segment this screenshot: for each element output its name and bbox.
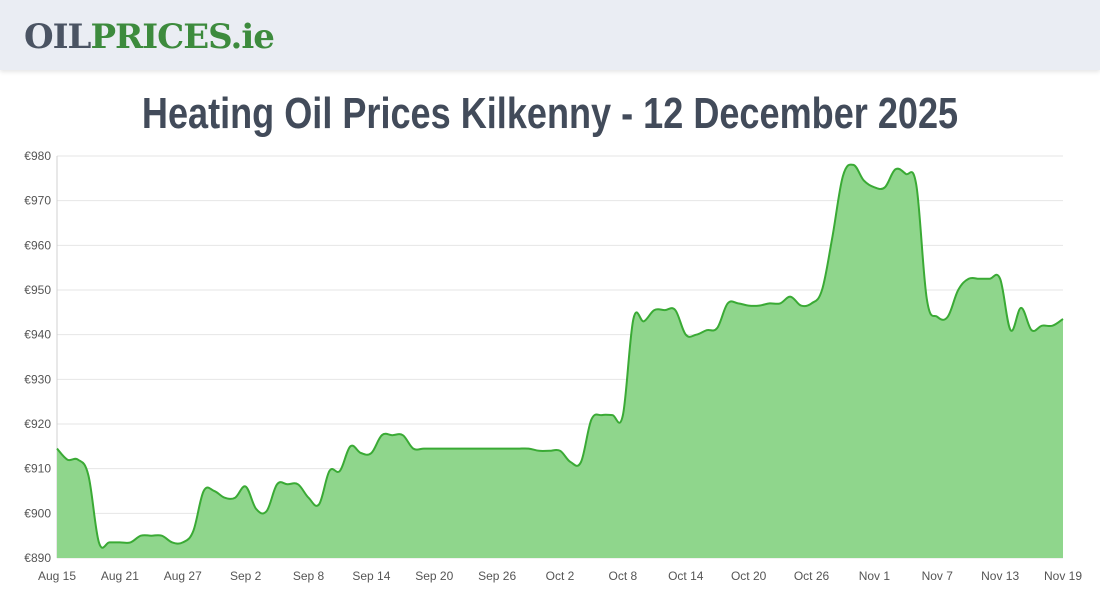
x-tick-label: Oct 26 xyxy=(794,569,830,583)
x-tick-label: Sep 2 xyxy=(230,569,262,583)
top-header-bar: OILPRICES.ie xyxy=(0,0,1100,70)
price-area-chart: €890 €900 €910 €920 €930 €940 €950 €960 €970 €980… xyxy=(24,149,1082,583)
x-tick-label: Oct 8 xyxy=(609,569,638,583)
x-tick-label: Sep 8 xyxy=(293,569,325,583)
x-tick-label: Aug 21 xyxy=(101,569,139,583)
y-tick-label: €900 xyxy=(24,506,51,520)
logo-prices-text: PRICES xyxy=(90,17,231,57)
y-tick-label: €910 xyxy=(24,462,51,476)
page-title: Heating Oil Prices Kilkenny - 12 Decembe… xyxy=(141,89,959,138)
price-line xyxy=(56,163,1064,549)
x-tick-label: Nov 19 xyxy=(1044,569,1082,583)
y-tick-label: €920 xyxy=(24,417,51,431)
y-tick-label: €940 xyxy=(24,328,51,342)
x-tick-label: Oct 2 xyxy=(546,569,575,583)
logo-tld-text: .ie xyxy=(230,17,274,57)
x-tick-label: Nov 13 xyxy=(981,569,1019,583)
x-tick-label: Oct 14 xyxy=(668,569,704,583)
y-tick-label: €970 xyxy=(24,194,51,208)
logo-oil-text: OIL xyxy=(24,17,91,57)
x-tick-label: Aug 27 xyxy=(164,569,202,583)
x-tick-label: Sep 26 xyxy=(478,569,516,583)
x-tick-label: Nov 1 xyxy=(859,569,891,583)
y-tick-label: €960 xyxy=(24,238,51,252)
y-tick-label: €890 xyxy=(24,551,51,565)
site-logo[interactable]: OILPRICES.ie xyxy=(24,17,275,57)
y-tick-label: €980 xyxy=(24,149,51,163)
price-area-fill xyxy=(57,164,1063,558)
y-tick-label: €930 xyxy=(24,372,51,386)
x-tick-label: Nov 7 xyxy=(922,569,954,583)
x-tick-label: Aug 15 xyxy=(38,569,76,583)
x-tick-label: Sep 14 xyxy=(352,569,390,583)
y-tick-label: €950 xyxy=(24,283,51,297)
x-tick-label: Sep 20 xyxy=(415,569,453,583)
x-tick-label: Oct 20 xyxy=(731,569,767,583)
